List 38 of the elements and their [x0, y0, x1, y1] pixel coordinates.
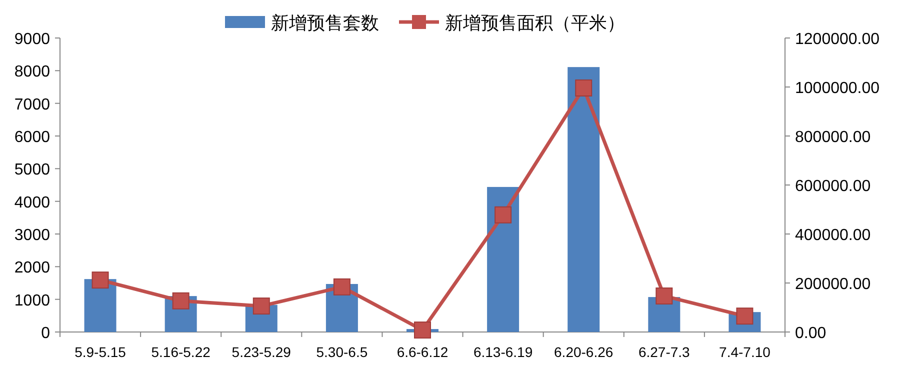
- y-tick-label: 9000: [14, 31, 50, 48]
- point: [333, 278, 350, 296]
- point: [172, 292, 190, 310]
- point: [414, 322, 431, 339]
- y2-tick-label: 200000.00: [795, 276, 871, 293]
- y2-tick-label: 600000.00: [795, 178, 871, 195]
- y2-tick-label: 1200000.00: [795, 31, 880, 48]
- y-tick-label: 6000: [14, 129, 50, 146]
- point: [252, 298, 270, 315]
- y2-tick-label: 1000000.00: [795, 80, 880, 97]
- bar: [487, 186, 520, 332]
- legend-label: 新增预售面积（平米）: [445, 13, 625, 33]
- point: [494, 206, 512, 224]
- point: [575, 79, 592, 96]
- y-tick-label: 5000: [14, 162, 50, 179]
- y-tick-label: 0: [41, 325, 50, 342]
- legend-label: 新增预售套数: [271, 13, 379, 33]
- point: [656, 287, 673, 304]
- x-tick-label: 5.9-5.15: [74, 344, 126, 360]
- x-tick-label: 6.13-6.19: [473, 344, 533, 360]
- y-tick-label: 2000: [14, 260, 50, 277]
- y-tick-label: 1000: [14, 292, 50, 310]
- x-tick-label: 7.4-7.10: [719, 344, 771, 360]
- x-tick-label: 5.30-6.5: [316, 344, 368, 360]
- point: [92, 272, 109, 289]
- y2-tick-label: 400000.00: [795, 227, 871, 244]
- x-tick-label: 5.23-5.29: [232, 344, 292, 360]
- x-tick-label: 6.27-7.3: [638, 344, 690, 360]
- y-tick-label: 7000: [14, 96, 50, 114]
- x-tick-label: 6.20-6.26: [554, 344, 614, 360]
- x-tick-label: 5.16-5.22: [151, 344, 211, 360]
- x-tick-label: 6.6-6.12: [396, 344, 448, 360]
- y-tick-label: 4000: [14, 194, 50, 212]
- y2-tick-label: 800000.00: [795, 129, 871, 146]
- y-tick-label: 3000: [14, 227, 50, 244]
- bar: [568, 67, 600, 332]
- y-tick-label: 8000: [14, 64, 50, 81]
- y2-tick-label: 0.00: [795, 325, 826, 342]
